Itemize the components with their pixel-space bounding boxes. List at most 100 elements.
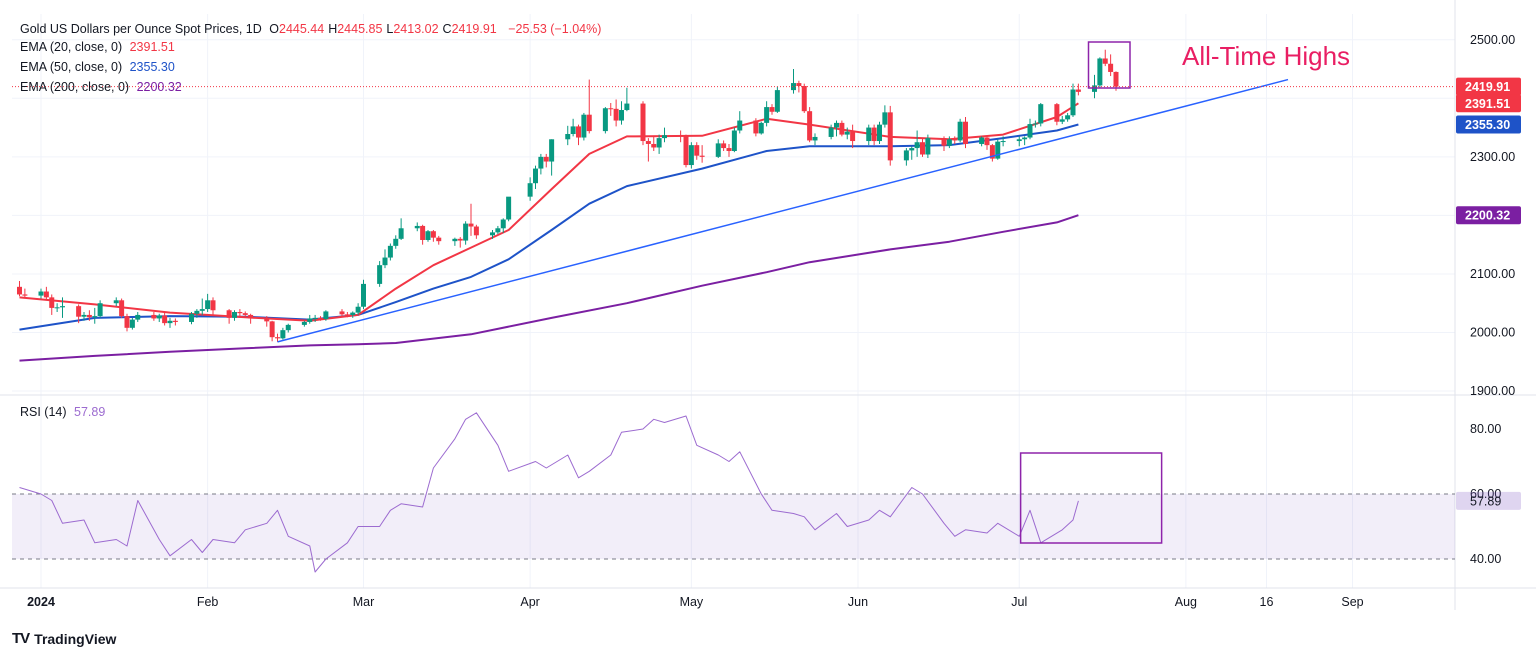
candle-body [801,86,807,112]
candle-body [678,135,684,137]
candle-body [17,286,22,295]
candle [678,130,684,143]
candle-body [602,108,608,132]
candle-body [468,223,474,227]
candle [156,313,162,322]
ohlc-o-label: O [269,22,279,36]
rsi-value: 57.89 [74,405,106,419]
candle-body [753,120,759,134]
candle-body [549,139,555,162]
candle-body [946,139,952,146]
candle-body [473,226,479,236]
candle-body [737,120,743,131]
candle-body [715,143,721,157]
time-tick-label: Feb [197,595,219,609]
ohlc-h-value: 2445.85 [337,22,383,36]
candle-body [1065,115,1071,120]
time-tick-label: 2024 [27,595,55,609]
candle-body [1102,58,1108,64]
time-tick-label: Aug [1175,595,1197,609]
candle [914,130,920,157]
price-tick-label: 1900.00 [1470,384,1515,398]
candle-body [86,314,92,318]
candle [608,102,614,116]
candle-body [1113,71,1119,87]
candle [920,138,925,157]
chart-grid [0,0,1536,610]
candle [312,314,318,322]
candle-body [318,317,323,320]
candle-body [995,141,1001,159]
candle-body [608,108,614,110]
candle [452,237,458,246]
candle-body [97,303,103,317]
all-time-highs-label: All-Time Highs [1182,41,1350,71]
price-tag-bg [1456,94,1521,113]
candle-body [586,114,592,132]
candle-body [495,228,501,233]
candle-body [834,122,839,128]
candle [1038,102,1044,127]
candle-body [457,238,463,241]
candle-body [839,122,845,135]
candle [60,297,65,318]
candle-body [124,316,130,328]
candle-body [791,83,796,91]
candle-body [952,139,958,141]
candle [205,293,211,313]
candle [613,99,619,127]
ohlc-l-label: L [386,22,394,36]
candle [1054,102,1060,126]
candle [570,118,576,137]
candle-body [1022,137,1028,140]
candle [97,300,103,318]
candle [189,312,194,325]
symbol-title: Gold US Dollars per Ounce Spot Prices, 1… [20,22,262,36]
tradingview-brand[interactable]: TV TradingView [12,630,116,647]
candle [984,136,990,150]
candle-body [119,300,125,317]
candle [1027,118,1033,140]
candle-body [662,135,667,139]
candle [264,316,270,327]
candle [989,143,995,162]
time-tick-label: Jun [848,595,868,609]
candle-body [758,122,764,134]
candle [135,312,141,322]
candle [791,69,796,94]
ema200-value: 2200.32 [136,80,182,94]
candle [1022,136,1028,146]
candle [113,297,119,307]
candle [430,230,436,242]
candle [753,118,759,137]
candle [581,112,587,141]
candle-body [226,310,232,318]
candle-body [49,297,55,308]
candle [731,127,737,153]
candle [946,136,952,149]
candle-body [38,291,44,296]
candle-body [350,312,356,315]
candle [124,313,130,332]
candle-body [796,83,802,87]
candle [758,121,764,135]
rsi-label: RSI (14) [20,405,67,419]
candle [1070,83,1076,118]
ohlc-h-label: H [328,22,338,36]
candle [774,86,780,113]
candle-body [344,314,350,316]
ema20-line [19,102,1079,322]
candle-body [1032,123,1038,125]
candle [721,140,727,151]
candle-body [581,114,587,138]
candle [694,142,700,160]
candle [387,243,393,261]
candle [699,145,705,163]
candle-body [92,316,98,318]
candle [248,313,254,324]
time-tick-label: Apr [520,595,539,609]
time-tick-label: Sep [1341,595,1363,609]
candle [769,104,775,115]
candle [275,333,280,342]
